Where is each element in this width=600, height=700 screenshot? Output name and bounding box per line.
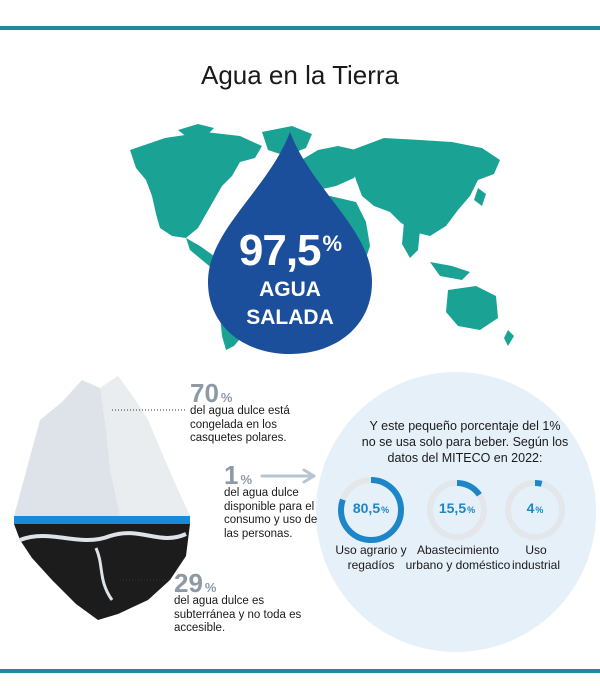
salt-water-percentage: 97,5%: [238, 226, 342, 275]
underground-description: del agua dulce es subterránea y no toda …: [174, 595, 302, 634]
bottom-accent-bar: [0, 669, 600, 673]
continent-canada-islands: [178, 124, 214, 138]
frozen-percentage: 70%: [190, 378, 233, 408]
usage-intro: Y este pequeño porcentaje del 1% no se u…: [361, 419, 569, 465]
usage-ring-arc-industrial: [505, 480, 565, 540]
available-percentage: 1%: [224, 460, 253, 490]
continent-japan: [474, 188, 486, 206]
continent-asia: [352, 138, 500, 236]
page-title: Agua en la Tierra: [200, 60, 399, 90]
usage-ring-arc-agrario: [338, 477, 404, 543]
underwater-river-2: [94, 547, 114, 601]
usage-ring-arc-urbano: [427, 480, 487, 540]
usage-label-urbano: Abastecimiento urbano y doméstico: [405, 543, 511, 572]
underground-percentage: 29%: [174, 568, 217, 598]
salt-water-label-line1: AGUA: [259, 278, 321, 301]
usage-value-urbano: 15,5%: [438, 500, 476, 516]
continent-australia: [446, 286, 498, 330]
underwater-river-1: [19, 531, 187, 542]
salt-water-label-line2: SALADA: [246, 306, 334, 329]
available-description: del agua dulce disponible para el consum…: [224, 487, 318, 540]
water-surface-line: [14, 516, 190, 524]
iceberg-top-shade: [100, 376, 190, 516]
frozen-description: del agua dulce está congelada en los cas…: [190, 405, 290, 444]
arrow-icon: [260, 468, 316, 484]
continent-new-zealand: [504, 330, 514, 346]
usage-value-industrial: 4%: [526, 500, 544, 516]
water-drop-shape: [208, 132, 372, 354]
usage-label-industrial: Uso industrial: [511, 543, 561, 572]
iceberg: [14, 376, 190, 620]
usage-rings: [338, 477, 565, 543]
continent-indonesia: [430, 262, 470, 280]
top-accent-bar: [0, 26, 600, 30]
usage-value-agrario: 80,5%: [352, 500, 390, 516]
continent-india: [402, 222, 420, 258]
usage-circle-background: [316, 372, 596, 652]
usage-label-agrario: Uso agrario y regadíos: [335, 543, 407, 572]
continent-north-america: [130, 132, 262, 238]
